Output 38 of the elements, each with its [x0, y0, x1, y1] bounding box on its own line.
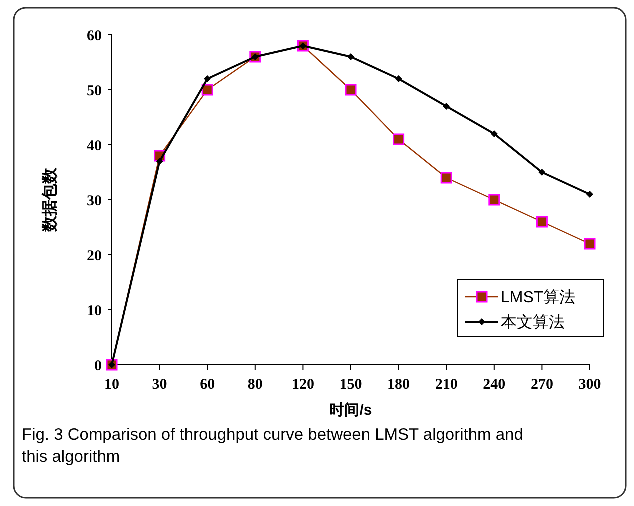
x-tick-label: 210 — [435, 377, 458, 393]
y-tick-label: 10 — [87, 303, 102, 320]
x-tick-label: 30 — [152, 377, 168, 393]
x-tick-label: 150 — [340, 377, 362, 393]
x-tick-label: 60 — [200, 377, 216, 393]
point — [348, 54, 354, 60]
caption: Fig. 3 Comparison of throughput curve between LMST algorithm and this algorithm — [22, 426, 524, 466]
point — [536, 216, 548, 228]
y-tick-label: 30 — [87, 193, 102, 210]
point — [440, 172, 452, 184]
point — [538, 169, 546, 176]
x-tick-label: 180 — [388, 377, 410, 393]
x-tick-label: 240 — [483, 377, 506, 393]
x-tick-label: 80 — [248, 377, 263, 393]
y-tick-label: 0 — [94, 358, 102, 374]
x-tick-label: 120 — [292, 377, 314, 393]
x-tick-label: 10 — [104, 377, 120, 393]
point — [490, 130, 498, 138]
legend-label: LMST算法 — [501, 288, 576, 307]
y-tick-label: 20 — [87, 248, 102, 264]
point — [204, 76, 212, 82]
x-tick-label: 300 — [578, 377, 602, 393]
y-tick-label: 50 — [87, 83, 102, 100]
point — [156, 158, 164, 165]
point — [586, 191, 594, 198]
point — [202, 84, 214, 96]
legend-label: 本文算法 — [501, 314, 565, 332]
x-tick-label: 270 — [530, 377, 554, 393]
point — [345, 84, 357, 96]
y-tick-label: 60 — [87, 28, 102, 44]
x-axis-title: 时间/s — [330, 402, 372, 419]
point — [488, 194, 500, 206]
y-axis-title: 数据包数 — [41, 167, 59, 233]
point — [393, 134, 405, 146]
point — [443, 103, 450, 110]
point — [395, 76, 402, 82]
y-tick-label: 40 — [87, 138, 102, 154]
point — [584, 238, 596, 250]
